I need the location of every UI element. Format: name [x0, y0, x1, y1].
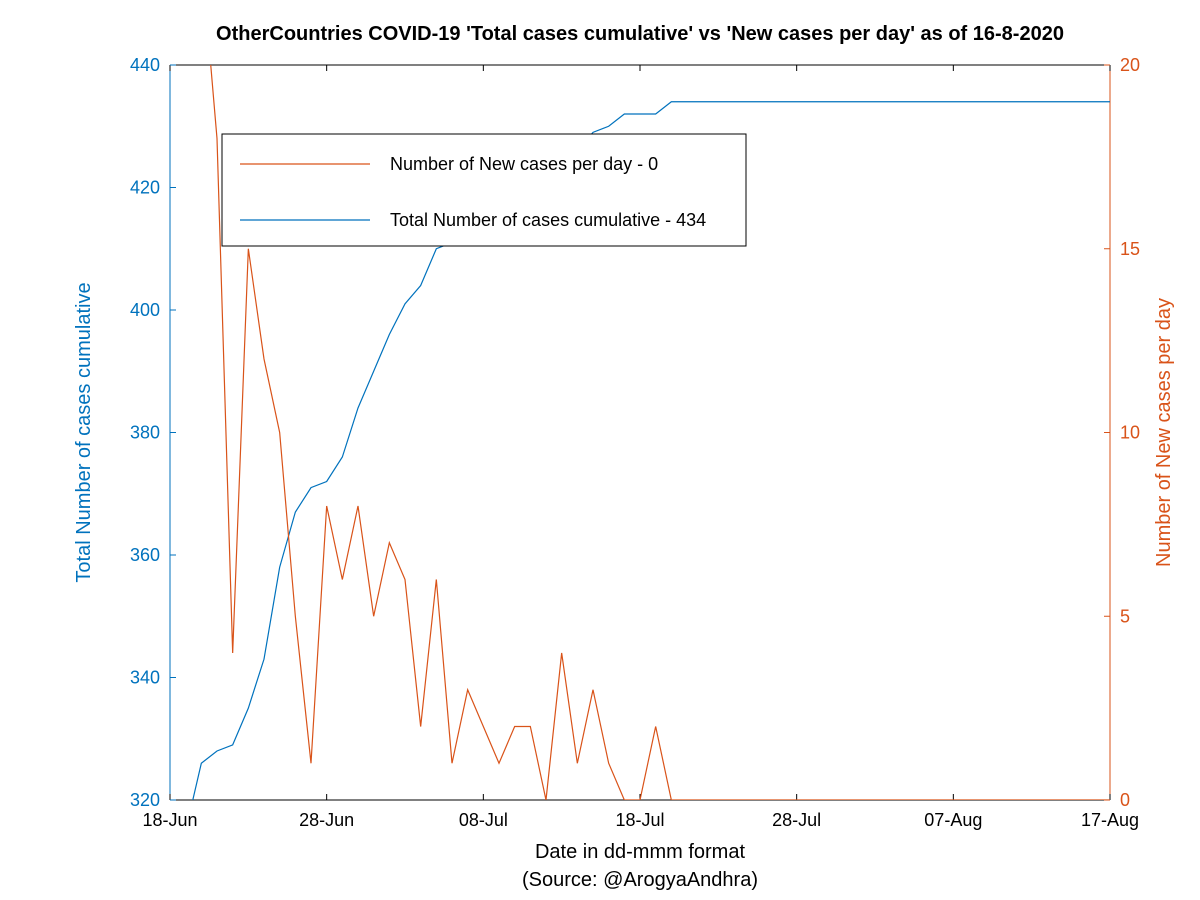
y-left-tick-label: 400 — [130, 300, 160, 320]
y-right-tick-label: 10 — [1120, 423, 1140, 443]
x-tick-label: 07-Aug — [924, 810, 982, 830]
legend-label: Total Number of cases cumulative - 434 — [390, 210, 706, 230]
x-axis-label-1: Date in dd-mmm format — [535, 841, 745, 863]
y-left-tick-label: 360 — [130, 545, 160, 565]
x-tick-label: 28-Jun — [299, 810, 354, 830]
y-right-tick-label: 5 — [1120, 606, 1130, 626]
y-left-tick-label: 420 — [130, 178, 160, 198]
series-new-cases — [201, 0, 1110, 800]
y-right-tick-label: 15 — [1120, 239, 1140, 259]
y-right-tick-label: 20 — [1120, 55, 1140, 75]
x-tick-label: 18-Jun — [142, 810, 197, 830]
y-right-tick-label: 0 — [1120, 790, 1130, 810]
y-left-tick-label: 320 — [130, 790, 160, 810]
x-tick-label: 08-Jul — [459, 810, 508, 830]
y-axis-right-label: Number of New cases per day — [1153, 298, 1175, 567]
y-left-tick-label: 380 — [130, 423, 160, 443]
legend-label: Number of New cases per day - 0 — [390, 154, 658, 174]
y-left-tick-label: 440 — [130, 55, 160, 75]
y-left-tick-label: 340 — [130, 668, 160, 688]
x-axis-label-2: (Source: @ArogyaAndhra) — [522, 869, 758, 891]
x-tick-label: 28-Jul — [772, 810, 821, 830]
covid-chart: 18-Jun 28-Jun 08-Jul 18-Jul 28-Jul 07-Aug 17-A… — [0, 0, 1200, 900]
x-tick-label: 18-Jul — [615, 810, 664, 830]
x-tick-label: 17-Aug — [1081, 810, 1139, 830]
chart-title: OtherCountries COVID-19 'Total cases cum… — [216, 23, 1064, 45]
y-axis-left-label: Total Number of cases cumulative — [73, 282, 95, 582]
